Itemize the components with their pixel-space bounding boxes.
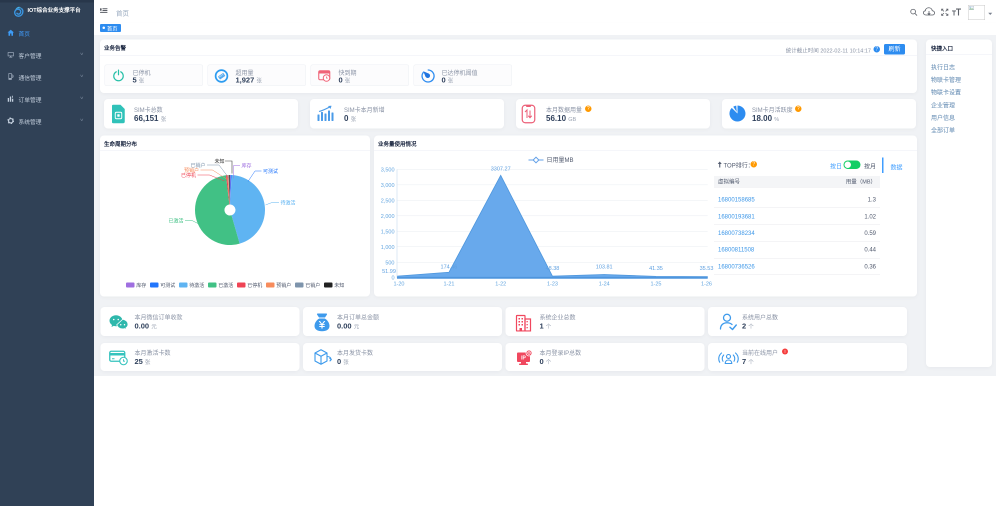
svg-text:1-25: 1-25 <box>650 282 661 288</box>
svg-text:日用量MB: 日用量MB <box>547 157 574 164</box>
svg-text:41.35: 41.35 <box>649 266 663 272</box>
svg-text:1,500: 1,500 <box>381 229 395 235</box>
svg-text:1-24: 1-24 <box>599 282 610 288</box>
svg-text:500: 500 <box>385 260 394 266</box>
svg-text:1-21: 1-21 <box>443 282 454 288</box>
svg-text:预销户: 预销户 <box>184 167 199 174</box>
svg-text:2,500: 2,500 <box>381 198 395 204</box>
svg-text:174.46: 174.46 <box>441 265 458 271</box>
svg-text:103.81: 103.81 <box>596 265 613 271</box>
svg-text:已激活: 已激活 <box>168 218 183 225</box>
svg-text:3,000: 3,000 <box>381 183 395 189</box>
svg-text:已销户: 已销户 <box>190 162 205 169</box>
svg-text:1-22: 1-22 <box>495 282 506 288</box>
svg-text:35.53: 35.53 <box>700 266 714 272</box>
svg-text:1-20: 1-20 <box>393 282 404 288</box>
svg-text:1,000: 1,000 <box>381 245 395 251</box>
svg-text:3,500: 3,500 <box>381 167 395 173</box>
svg-text:未知: 未知 <box>214 158 224 165</box>
svg-text:0: 0 <box>391 276 394 282</box>
svg-text:48.38: 48.38 <box>546 266 560 272</box>
svg-text:可测试: 可测试 <box>263 168 278 175</box>
svg-text:IP: IP <box>521 356 526 362</box>
svg-text:1-23: 1-23 <box>547 282 558 288</box>
svg-text:待激活: 待激活 <box>281 200 296 207</box>
svg-text:2,000: 2,000 <box>381 214 395 220</box>
svg-text:库存: 库存 <box>242 163 252 170</box>
svg-text:已停机: 已停机 <box>181 172 196 179</box>
svg-text:1-26: 1-26 <box>701 282 712 288</box>
svg-text:3307.27: 3307.27 <box>491 167 511 173</box>
svg-text:51.99: 51.99 <box>382 269 396 275</box>
